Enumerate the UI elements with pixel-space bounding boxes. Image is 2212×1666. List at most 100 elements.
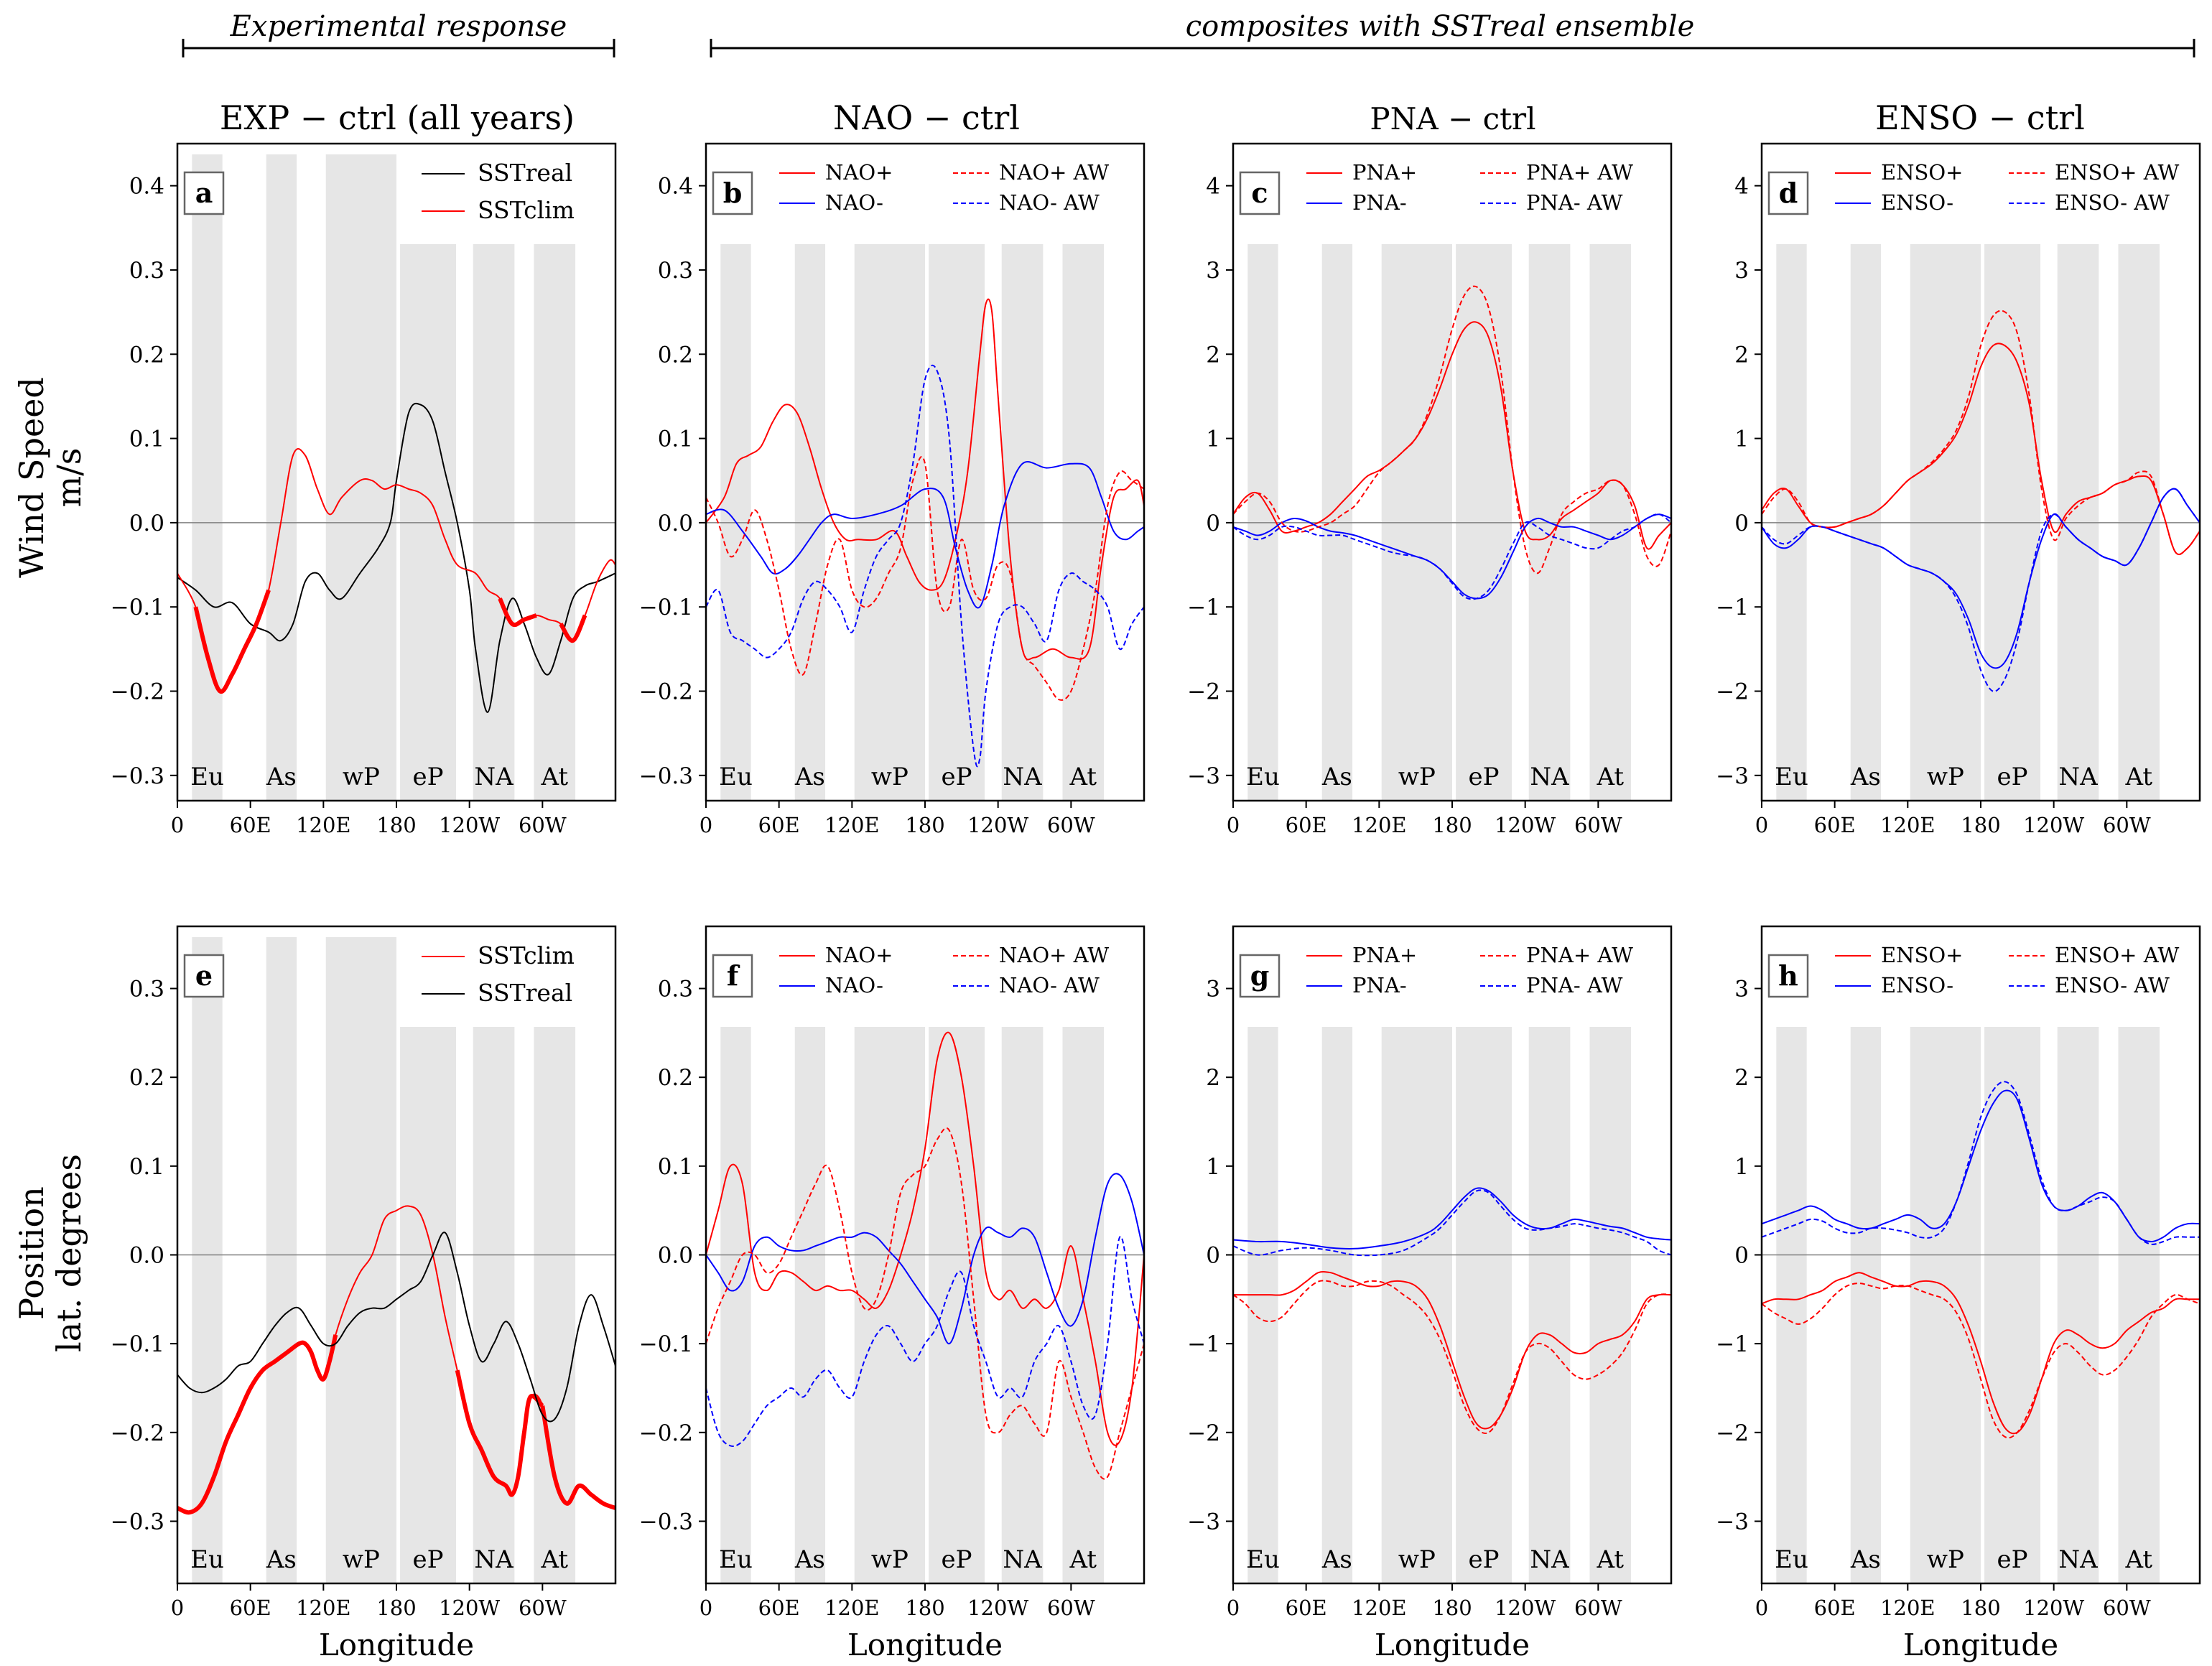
series-bold-segment xyxy=(177,1334,338,1515)
x-tick-label: 60E xyxy=(1286,813,1327,837)
region-label-NA: NA xyxy=(474,763,514,791)
legend-label: ENSO- xyxy=(1881,973,1953,997)
y-tick-label: −2 xyxy=(1187,1420,1220,1446)
series-PNA--AW xyxy=(1233,1189,1671,1257)
region-label-eP: eP xyxy=(942,1545,972,1574)
panel-letter: e xyxy=(195,959,213,992)
row-label-position: Position lat. degrees xyxy=(12,1154,88,1352)
panel-d: Eu As wP eP NA At −3 −2 −1 0 1 2 3 4 0 60E 120E 180 120W 60… xyxy=(1716,142,2201,837)
x-tick-label: 60E xyxy=(230,813,271,837)
x-tick-label: 60W xyxy=(2103,1596,2151,1620)
panel-letter: b xyxy=(723,177,743,209)
region-label-wP: wP xyxy=(1398,763,1436,791)
x-tick-label: 60E xyxy=(1814,1596,1856,1620)
region-label-Eu: Eu xyxy=(719,763,753,791)
x-tick-label: 0 xyxy=(1755,1596,1768,1620)
y-tick-label: 1 xyxy=(1206,427,1220,452)
legend: PNA+ PNA- PNA+ AW PNA- AW xyxy=(1298,935,1664,1014)
series-group xyxy=(706,298,1144,768)
region-label-wP: wP xyxy=(1927,1545,1964,1574)
x-tick-label: 60E xyxy=(758,1596,800,1620)
y-tick-label: 2 xyxy=(1206,342,1220,368)
region-band-Eu xyxy=(1776,1027,1807,1583)
series-bold-segment xyxy=(193,589,271,694)
panel-h: Eu As wP eP NA At −3 −2 −1 0 1 2 3 0 60E 120E 180 120W 60W… xyxy=(1716,925,2201,1662)
panel-letter-box xyxy=(712,954,753,998)
legend-label: NAO+ xyxy=(825,943,893,967)
panel-g: Eu As wP eP NA At −3 −2 −1 0 1 2 3 0 60E 120E 180 120W 60W… xyxy=(1187,925,1673,1662)
legend-label: ENSO+ AW xyxy=(2055,160,2179,185)
y-tick-label: 0.1 xyxy=(129,1154,164,1180)
series-PNAminus xyxy=(1233,1187,1671,1250)
y-tick-label: 2 xyxy=(1734,342,1749,368)
legend: SSTreal SSTclim xyxy=(413,152,608,240)
x-tick-label: 180 xyxy=(1961,1596,2000,1620)
region-label-As: As xyxy=(1321,763,1352,791)
panel-letter-box xyxy=(183,171,225,215)
y-tick-label: −2 xyxy=(1187,679,1220,705)
y-tick-label: −2 xyxy=(1716,679,1749,705)
y-tick-label: −0.2 xyxy=(639,679,693,705)
region-band-At xyxy=(2118,1027,2160,1583)
y-tick-label: −1 xyxy=(1716,1331,1749,1357)
y-tick-label: −0.2 xyxy=(639,1420,693,1446)
region-band-As xyxy=(1850,1027,1882,1583)
panel-letter-box xyxy=(1767,954,1809,998)
x-tick-label: 120W xyxy=(439,813,500,837)
row-label-wind: Wind Speed m/s xyxy=(12,377,88,578)
x-axis-label: Longitude xyxy=(847,1627,1003,1662)
panel-b: Eu As wP eP NA At −0.3 −0.2 −0.1 0.0 0.1 0.2 0.3 0.4 0… xyxy=(639,142,1146,837)
region-band-wP xyxy=(854,1027,925,1583)
y-tick-label: −3 xyxy=(1716,763,1749,789)
legend-label: PNA- xyxy=(1352,973,1407,997)
region-label-eP: eP xyxy=(413,1545,444,1574)
legend: NAO+ NAO- NAO+ AW NAO- AW xyxy=(771,152,1137,231)
region-label-NA: NA xyxy=(1003,763,1042,791)
region-label-NA: NA xyxy=(474,1545,514,1574)
x-tick-label: 180 xyxy=(376,1596,416,1620)
panel-letter: f xyxy=(727,959,740,992)
region-label-NA: NA xyxy=(1530,763,1569,791)
x-tick-label: 180 xyxy=(905,813,944,837)
x-tick-label: 120W xyxy=(967,1596,1028,1620)
region-band-NA xyxy=(1001,1027,1044,1583)
y-tick-label: 0.0 xyxy=(129,1243,164,1269)
region-label-As: As xyxy=(1850,1545,1881,1574)
legend-label: PNA+ AW xyxy=(1526,160,1633,185)
series-ENSOplus-AW xyxy=(1762,1283,2200,1439)
panels: Eu As wP eP NA At −0.3 −0.2 −0.1 0.0 0.1 0.2 0.3 0.4 0… xyxy=(111,142,2201,1662)
x-tick-label: 120W xyxy=(1495,1596,1556,1620)
x-tick-label: 120W xyxy=(2023,813,2084,837)
series-NAOplus-AW xyxy=(706,456,1144,701)
x-tick-label: 60W xyxy=(519,1596,567,1620)
region-band-As xyxy=(266,937,297,1583)
x-tick-label: 120E xyxy=(296,1596,351,1620)
legend-label: NAO- xyxy=(825,973,883,997)
region-band-NA xyxy=(1528,1027,1571,1583)
y-tick-label: 0.2 xyxy=(658,1065,693,1091)
region-label-Eu: Eu xyxy=(1775,763,1808,791)
row-label-position-line2: lat. degrees xyxy=(50,1154,88,1352)
region-band-Eu xyxy=(720,1027,751,1583)
series-NAOminus xyxy=(706,1173,1144,1345)
x-tick-label: 120E xyxy=(824,1596,880,1620)
series-NAOplus-AW xyxy=(706,1127,1144,1480)
x-tick-label: 120E xyxy=(1880,813,1936,837)
y-tick-label: 2 xyxy=(1734,1065,1749,1091)
series-PNA--AW xyxy=(1233,513,1671,600)
row-label-position-line1: Position xyxy=(12,1186,51,1320)
x-tick-label: 60W xyxy=(2103,813,2151,837)
y-tick-label: −3 xyxy=(1716,1509,1749,1535)
series-PNAplus-AW xyxy=(1233,1280,1671,1435)
region-label-NA: NA xyxy=(1530,1545,1569,1574)
region-band-As xyxy=(794,1027,826,1583)
x-tick-label: 60W xyxy=(1047,1596,1095,1620)
y-tick-label: 1 xyxy=(1206,1154,1220,1180)
x-tick-label: 120W xyxy=(1495,813,1556,837)
y-tick-label: 3 xyxy=(1206,258,1220,284)
legend-label: ENSO+ xyxy=(1881,943,1964,967)
x-axis-label: Longitude xyxy=(1903,1627,2058,1662)
series-group xyxy=(1762,1081,2200,1439)
region-label-Eu: Eu xyxy=(719,1545,753,1574)
legend-label: PNA+ xyxy=(1352,160,1417,185)
